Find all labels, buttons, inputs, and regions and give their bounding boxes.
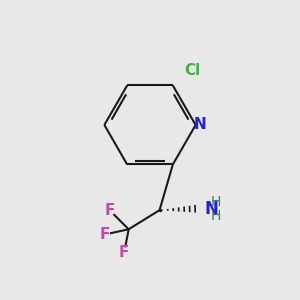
- Text: N: N: [204, 200, 218, 218]
- Text: F: F: [104, 202, 115, 217]
- Text: H: H: [210, 209, 221, 223]
- Text: N: N: [194, 118, 206, 133]
- Text: F: F: [119, 245, 129, 260]
- Text: F: F: [99, 227, 110, 242]
- Text: Cl: Cl: [184, 63, 201, 78]
- Text: H: H: [210, 195, 221, 209]
